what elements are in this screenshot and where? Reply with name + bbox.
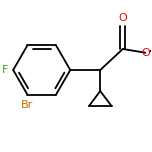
Text: Br: Br (21, 100, 34, 110)
Text: O: O (141, 48, 150, 58)
Text: O: O (118, 14, 127, 23)
Text: F: F (2, 65, 9, 75)
